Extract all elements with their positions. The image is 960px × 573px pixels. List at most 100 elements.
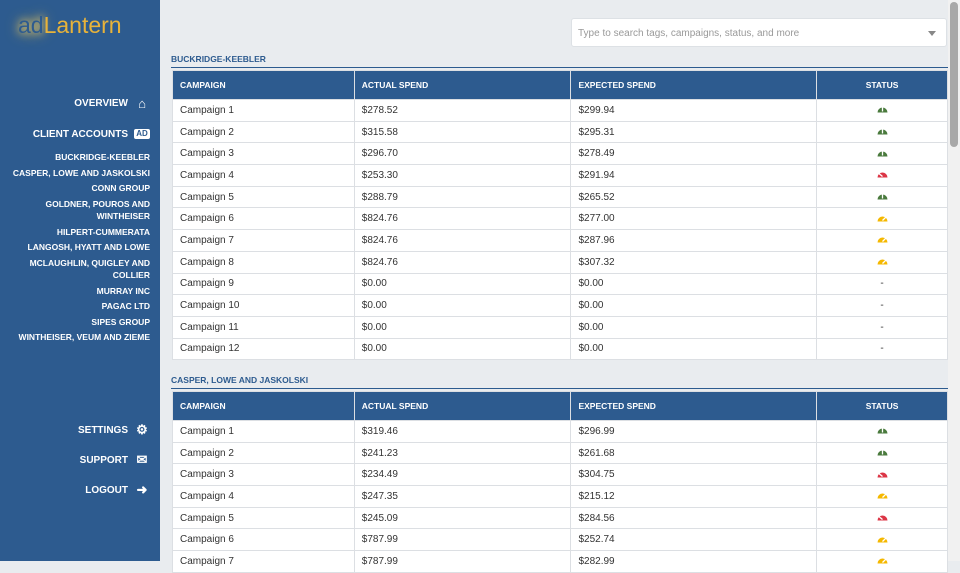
table-row[interactable]: Campaign 5 $288.79 $265.52: [172, 185, 948, 209]
gauge-icon: [877, 428, 888, 434]
nav-support[interactable]: SUPPORT ✉: [80, 452, 150, 467]
table-cell: $0.00: [353, 337, 572, 361]
table-cell: $234.49: [353, 463, 572, 487]
status-cell: -: [816, 272, 948, 296]
gear-icon: ⚙: [136, 422, 148, 437]
status-cell: [816, 207, 948, 231]
table-cell: $253.30: [353, 164, 572, 187]
status-cell: [816, 528, 948, 552]
sidebar-client-item[interactable]: CASPER, LOWE AND JASKOLSKI: [12, 167, 150, 178]
gauge-icon: [877, 450, 888, 456]
table-row[interactable]: Campaign 2 $241.23 $261.68: [172, 441, 948, 465]
status-cell: [816, 120, 948, 144]
column-header[interactable]: ACTUAL SPEND: [353, 70, 572, 100]
scrollbar-thumb[interactable]: [950, 2, 958, 147]
table-row[interactable]: Campaign 3 $234.49 $304.75: [172, 463, 948, 487]
column-header[interactable]: STATUS: [816, 391, 948, 421]
logo[interactable]: adLantern: [18, 12, 122, 38]
table-cell: $241.23: [353, 441, 572, 465]
column-header[interactable]: CAMPAIGN: [172, 70, 355, 100]
table-cell: $0.00: [570, 315, 818, 339]
gauge-icon: [877, 472, 888, 478]
nav-overview[interactable]: OVERVIEW ⌂: [74, 96, 150, 111]
table-cell: $0.00: [353, 315, 572, 339]
column-header[interactable]: STATUS: [816, 70, 948, 100]
table-cell: Campaign 12: [172, 337, 355, 361]
status-cell: [816, 99, 948, 122]
column-header[interactable]: CAMPAIGN: [172, 391, 355, 421]
table-cell: $282.99: [570, 550, 818, 573]
ad-icon: AD: [134, 129, 150, 139]
nav-client-accounts[interactable]: CLIENT ACCOUNTS AD: [33, 127, 150, 141]
table-row[interactable]: Campaign 4 $247.35 $215.12: [172, 485, 948, 508]
table-row[interactable]: Campaign 8 $824.76 $307.32: [172, 250, 948, 274]
sidebar-client-item[interactable]: LANGOSH, HYATT AND LOWE: [27, 242, 150, 252]
gauge-icon: [877, 129, 888, 135]
column-header[interactable]: EXPECTED SPEND: [570, 391, 818, 421]
scrollbar[interactable]: [948, 0, 960, 561]
table-cell: $295.31: [570, 120, 818, 144]
status-cell: [816, 441, 948, 465]
sidebar-client-item[interactable]: BUCKRIDGE-KEEBLER: [55, 152, 150, 162]
main-content: Type to search tags, campaigns, status, …: [160, 0, 948, 573]
table-cell: $252.74: [570, 528, 818, 552]
table-cell: $277.00: [570, 207, 818, 231]
table-cell: Campaign 2: [172, 441, 355, 465]
campaign-table: CAMPAIGN ACTUAL SPEND EXPECTED SPEND STATUS…: [172, 70, 948, 361]
table-row[interactable]: Campaign 9 $0.00 $0.00-: [172, 272, 948, 296]
table-row[interactable]: Campaign 3 $296.70 $278.49: [172, 142, 948, 166]
table-cell: Campaign 7: [172, 229, 355, 252]
gauge-icon: [877, 537, 888, 543]
sidebar-client-item[interactable]: CONN GROUP: [91, 183, 150, 193]
status-cell: [816, 142, 948, 166]
sidebar-client-item[interactable]: HILPERT-CUMMERATA: [56, 226, 150, 237]
sidebar-client-item[interactable]: SIPES GROUP: [91, 316, 150, 327]
gauge-icon: [877, 150, 888, 157]
table-cell: Campaign 2: [172, 120, 355, 144]
column-header[interactable]: ACTUAL SPEND: [353, 391, 572, 421]
table-row[interactable]: Campaign 1 $319.46 $296.99: [172, 420, 948, 443]
gauge-icon: [877, 237, 888, 243]
nav-logout[interactable]: LOGOUT ➜: [85, 482, 150, 497]
section-title: BUCKRIDGE-KEEBLER: [171, 54, 948, 68]
table-cell: $787.99: [353, 550, 572, 573]
sidebar-client-item[interactable]: WINTHEISER, VEUM AND ZIEME: [18, 332, 150, 342]
nav-settings[interactable]: SETTINGS ⚙: [78, 422, 150, 437]
table-header: CAMPAIGN ACTUAL SPEND EXPECTED SPEND STATUS: [172, 70, 948, 100]
table-cell: Campaign 4: [172, 485, 355, 508]
chevron-down-icon[interactable]: [928, 31, 936, 36]
table-row[interactable]: Campaign 12 $0.00 $0.00-: [172, 337, 948, 361]
gauge-icon: [877, 259, 888, 265]
table-cell: $245.09: [353, 506, 572, 530]
gauge-icon: [877, 216, 888, 222]
table-cell: $299.94: [570, 99, 818, 122]
status-cell: [816, 185, 948, 209]
table-row[interactable]: Campaign 2 $315.58 $295.31: [172, 120, 948, 144]
sidebar-client-item[interactable]: MCLAUGHLIN, QUIGLEY AND COLLIER: [29, 257, 150, 281]
table-cell: $284.56: [570, 506, 818, 530]
table-cell: Campaign 7: [172, 550, 355, 573]
table-header: CAMPAIGN ACTUAL SPEND EXPECTED SPEND STATUS: [172, 391, 948, 421]
sidebar-client-item[interactable]: MURRAY INC: [96, 285, 150, 296]
sidebar-client-item[interactable]: PAGAC LTD: [101, 301, 150, 311]
section-title: CASPER, LOWE AND JASKOLSKI: [171, 375, 948, 389]
table-cell: $288.79: [353, 185, 572, 209]
status-cell: -: [816, 294, 948, 317]
sidebar: adLantern OVERVIEW ⌂ CLIENT ACCOUNTS AD BU…: [0, 0, 160, 561]
table-row[interactable]: Campaign 4 $253.30 $291.94: [172, 164, 948, 187]
table-row[interactable]: Campaign 7 $787.99 $282.99: [172, 550, 948, 573]
table-row[interactable]: Campaign 6 $824.76 $277.00: [172, 207, 948, 231]
table-cell: Campaign 9: [172, 272, 355, 296]
table-row[interactable]: Campaign 6 $787.99 $252.74: [172, 528, 948, 552]
table-row[interactable]: Campaign 7 $824.76 $287.96: [172, 229, 948, 252]
search-input[interactable]: Type to search tags, campaigns, status, …: [571, 18, 947, 47]
gauge-icon: [877, 493, 888, 499]
column-header[interactable]: EXPECTED SPEND: [570, 70, 818, 100]
table-cell: Campaign 10: [172, 294, 355, 317]
table-row[interactable]: Campaign 5 $245.09 $284.56: [172, 506, 948, 530]
sidebar-client-item[interactable]: GOLDNER, POUROS AND WINTHEISER: [45, 198, 150, 222]
table-row[interactable]: Campaign 11 $0.00 $0.00-: [172, 315, 948, 339]
table-row[interactable]: Campaign 1 $278.52 $299.94: [172, 99, 948, 122]
table-row[interactable]: Campaign 10 $0.00 $0.00-: [172, 294, 948, 317]
table-cell: $0.00: [353, 294, 572, 317]
